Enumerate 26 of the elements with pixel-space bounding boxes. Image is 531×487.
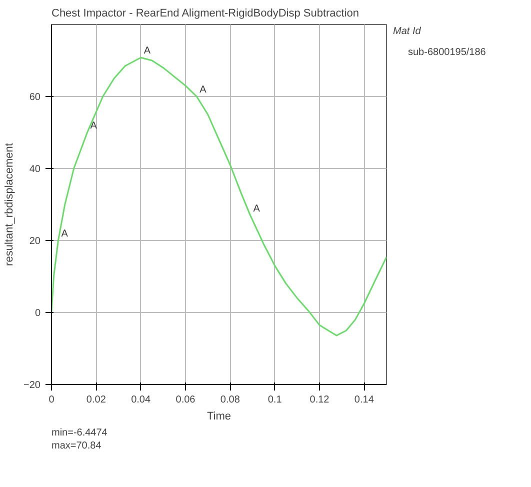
line-series [52,56,386,336]
x-tick-label: 0.08 [220,394,240,406]
y-tick-label: −20 [24,380,41,391]
annotation: A [200,84,207,96]
y-tick-label: 60 [29,92,41,103]
x-tick-label: 0.12 [310,394,330,406]
y-tick-label: 0 [34,308,41,319]
y-axis-title: resultant_rbdisplacement [4,143,16,266]
annotation: A [61,228,68,240]
text: min=-6.4474 [52,428,108,438]
legend-title: Mat Id [393,26,422,37]
x-tick-label: 0 [48,394,55,406]
annotation: A [90,120,98,132]
x-tick-label: 0.14 [354,394,374,406]
x-tick-label: 0.04 [131,394,152,406]
x-tick-label: 0.02 [86,394,106,406]
chart-title: Chest Impactor - RearEnd Aligment-RigidBodyDisp Subtraction [52,8,360,20]
y-tick-label: 20 [29,236,41,247]
annotation: A [144,46,151,57]
text: sub-6800195/186 [408,46,486,58]
annotation: A [253,203,260,214]
y-tick-label: 40 [29,164,41,175]
x-tick-label: 0.06 [176,394,196,406]
x-tick-label: 0.1 [268,394,282,406]
x-axis-title: Time [206,410,232,422]
text: max=70.84 [52,440,102,452]
